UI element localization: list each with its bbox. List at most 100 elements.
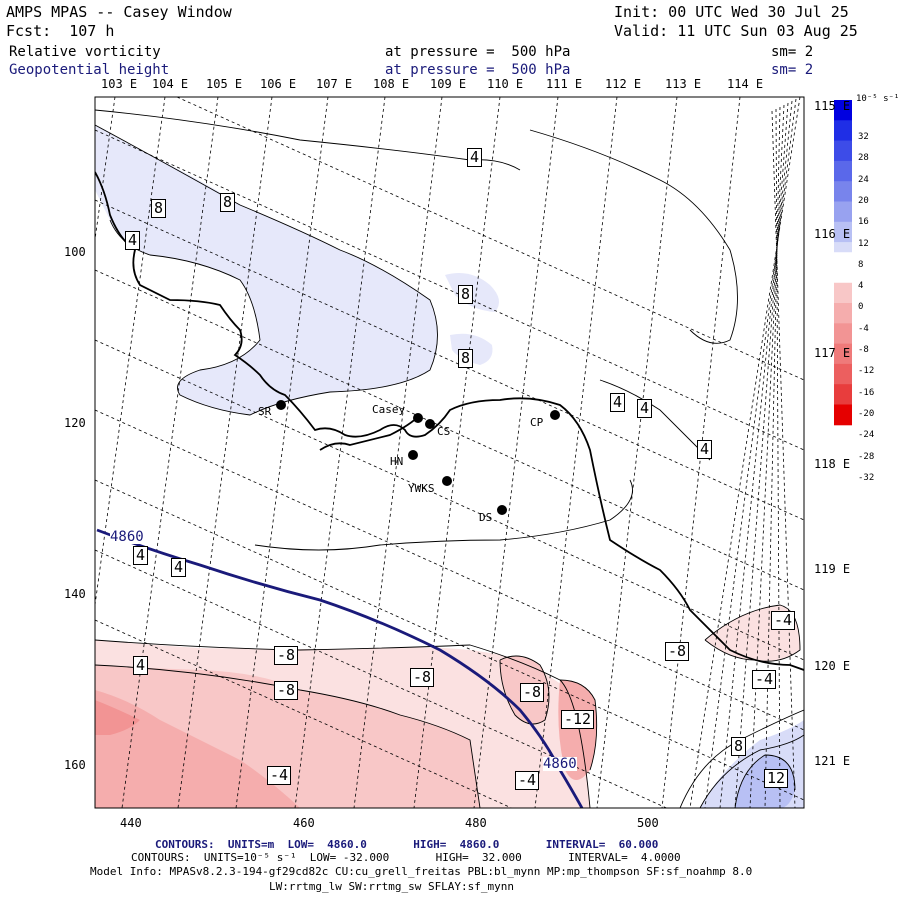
latlon-grid: [95, 97, 804, 808]
lon-label: 113 E: [665, 77, 702, 91]
vorticity-contour-label: 8: [458, 349, 474, 368]
vorticity-contour-label: 4: [133, 546, 149, 565]
grid-line: [775, 108, 781, 808]
x-tick: 480: [465, 816, 487, 830]
lon-label: 104 E: [152, 77, 189, 91]
vorticity-contour-label: -8: [520, 683, 545, 702]
colorbar-zero-band: [834, 252, 852, 283]
x-tick: 440: [120, 816, 142, 830]
colorbar-swatch: [834, 160, 852, 182]
lon-label: 120 E: [814, 659, 851, 673]
field2-level: at pressure = 500 hPa: [385, 62, 571, 78]
vorticity-contour-label: -4: [771, 611, 796, 630]
lon-label: 109 E: [430, 77, 467, 91]
station-label: HN: [390, 455, 404, 468]
colorbar-swatch: [834, 181, 852, 202]
app-title: AMPS MPAS -- Casey Window: [6, 3, 232, 21]
field2-name: Geopotential height: [9, 62, 170, 78]
vorticity-contour-label: -8: [274, 681, 299, 700]
grid-line: [413, 97, 501, 808]
vorticity-contour-label: 4: [171, 558, 187, 577]
grid-line: [734, 102, 789, 808]
colorbar-swatch: [834, 384, 852, 405]
station-dot: [408, 450, 418, 460]
y-tick: 100: [64, 245, 86, 259]
lon-label: 106 E: [260, 77, 297, 91]
colorbar-tick: -4: [858, 323, 869, 334]
station-label: DS: [479, 511, 493, 524]
colorbar-tick: 16: [858, 217, 869, 228]
vorticity-contour-label: 4: [125, 231, 141, 250]
vorticity-contours: [95, 109, 804, 808]
station-dot: [276, 400, 286, 410]
vorticity-contour-label: 4: [467, 148, 483, 167]
vorticity-contour-label: 8: [220, 193, 236, 212]
colorbar-tick: 8: [858, 259, 864, 270]
colorbar-tick: 12: [858, 238, 869, 249]
grid-line: [95, 199, 804, 521]
vorticity-contour-label: 12: [764, 769, 789, 788]
model-info: Model Info: MPASv8.2.3-194-gf29cd82c CU:…: [90, 865, 753, 878]
vorticity-contour-label: -4: [515, 771, 540, 790]
vorticity-contour-label: -8: [274, 646, 299, 665]
colorbar-swatch: [834, 282, 852, 304]
station-dot: [425, 419, 435, 429]
colorbar-swatch: [834, 363, 852, 385]
colorbar-swatch: [834, 201, 852, 223]
grid-line: [661, 97, 741, 808]
grid-line: [764, 106, 781, 808]
y-tick: 140: [64, 587, 86, 601]
colorbar: [834, 100, 852, 426]
lon-label: 115 E: [814, 99, 851, 113]
grid-line: [596, 97, 678, 808]
station-dot: [550, 410, 560, 420]
x-tick: 500: [637, 816, 659, 830]
vorticity-contour-label: 4: [637, 399, 653, 418]
grid-line: [95, 129, 804, 451]
field1-name: Relative vorticity: [9, 44, 161, 60]
colorbar-tick: 24: [858, 174, 869, 185]
grid-line: [771, 110, 796, 808]
plot-frame: [94, 96, 805, 809]
y-tick: 160: [64, 758, 86, 772]
station-dot: [497, 505, 507, 515]
colorbar-swatch: [834, 100, 852, 121]
grid-line: [95, 269, 804, 591]
colorbar-swatch: [834, 221, 852, 243]
station-dot: [413, 413, 423, 423]
lon-label: 118 E: [814, 457, 851, 471]
field1-smoothing: sm= 2: [771, 44, 814, 60]
station-label: YWKS: [408, 482, 435, 495]
colorbar-swatch: [834, 404, 852, 426]
field2-smoothing: sm= 2: [771, 62, 814, 78]
y-tick: 120: [64, 416, 86, 430]
lon-label: 117 E: [814, 346, 851, 360]
coastline: [95, 171, 804, 671]
vorticity-contour-label: 8: [458, 285, 474, 304]
vorticity-contour-label: 4: [697, 440, 713, 459]
vorticity-contour-label: -4: [267, 766, 292, 785]
x-tick: 460: [293, 816, 315, 830]
valid-time: Valid: 11 UTC Sun 03 Aug 25: [614, 22, 858, 40]
vorticity-contour-label: -8: [410, 668, 435, 687]
colorbar-tick: -28: [858, 451, 875, 462]
vorticity-contour-label: -8: [665, 642, 690, 661]
lon-label: 108 E: [373, 77, 410, 91]
colorbar-swatch: [834, 343, 852, 365]
grid-line: [704, 98, 797, 808]
vorticity-contour-label: -12: [561, 710, 595, 729]
forecast-hour: Fcst: 107 h: [6, 22, 115, 40]
vorticity-contour-label: 8: [151, 199, 167, 218]
grid-line: [95, 479, 804, 801]
station-markers: [276, 400, 560, 515]
colorbar-swatch: [834, 323, 852, 345]
colorbar-tick: -12: [858, 366, 875, 377]
grid-line: [95, 339, 804, 661]
lon-label: 107 E: [316, 77, 353, 91]
station-label: Casey: [372, 403, 406, 416]
station-dot: [442, 476, 452, 486]
colorbar-tick: -24: [858, 430, 875, 441]
lon-label: 110 E: [487, 77, 524, 91]
colorbar-swatch: [834, 120, 852, 142]
